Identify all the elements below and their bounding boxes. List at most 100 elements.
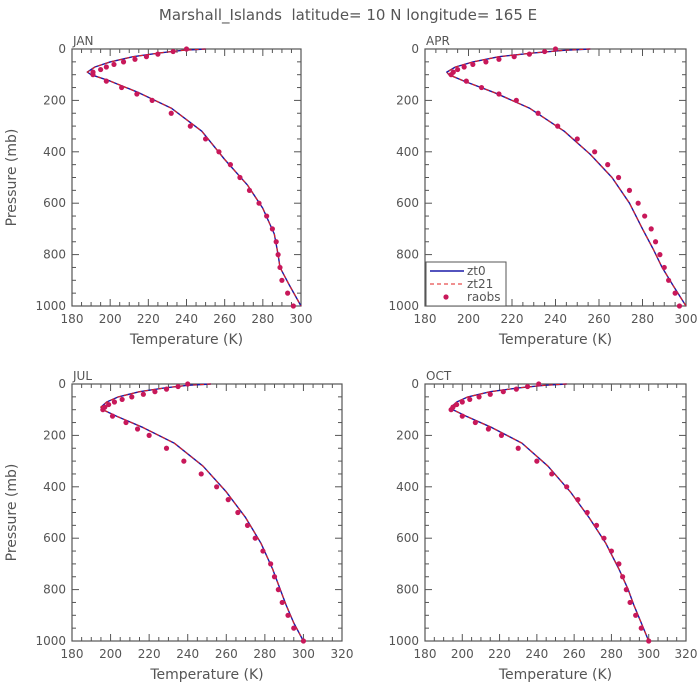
y-tick-label: 800: [396, 583, 419, 597]
raobs-point: [119, 396, 125, 403]
raobs-point: [187, 123, 193, 129]
y-axis-label: Pressure (mb): [4, 464, 20, 562]
zt21-line: [450, 383, 650, 642]
raobs-point: [277, 264, 283, 271]
y-tick-label: 600: [43, 531, 66, 545]
raobs-point: [498, 432, 505, 438]
raobs-point: [513, 386, 519, 392]
raobs-point: [524, 383, 531, 390]
raobs-point: [202, 136, 209, 142]
panel-label: OCT: [426, 369, 452, 383]
y-tick-label: 0: [58, 377, 66, 391]
raobs-point: [601, 535, 607, 541]
raobs-point: [564, 484, 570, 490]
y-tick-label: 0: [58, 42, 66, 56]
raobs-point: [185, 381, 191, 387]
x-tick-label: 180: [414, 312, 437, 326]
raobs-point: [100, 407, 106, 413]
raobs-point: [496, 91, 502, 97]
zt0-line: [450, 383, 650, 642]
raobs-point: [134, 426, 141, 432]
raobs-point: [163, 445, 170, 451]
x-tick-label: 260: [215, 647, 238, 661]
panel-jan: 180 200 220 240 260 280 300 0 200 400 600 800 1000 JA…: [4, 34, 312, 348]
raobs-point: [214, 484, 220, 490]
x-tick-label: 240: [175, 312, 198, 326]
raobs-point: [459, 399, 465, 405]
raobs-point: [146, 432, 152, 438]
raobs-point: [448, 72, 454, 78]
x-tick-label: 240: [525, 647, 548, 661]
raobs-point: [626, 187, 633, 193]
raobs-point: [657, 252, 663, 258]
y-tick-label: 800: [43, 248, 66, 262]
raobs-point: [592, 149, 598, 155]
x-tick-label: 280: [600, 647, 623, 661]
raobs-point: [620, 574, 626, 580]
zt21-line: [86, 48, 302, 307]
plot-frame: [71, 48, 302, 307]
x-tick-label: 280: [631, 312, 654, 326]
raobs-point: [476, 394, 482, 400]
x-tick-label: 180: [414, 647, 437, 661]
x-axis-label: Temperature (K): [498, 332, 612, 348]
x-tick-label: 240: [176, 647, 199, 661]
raobs-point: [478, 84, 485, 91]
raobs-point: [103, 78, 109, 84]
raobs-point: [652, 239, 659, 245]
raobs-point: [163, 386, 170, 392]
raobs-point: [168, 110, 174, 116]
y-tick-label: 1000: [35, 299, 66, 313]
raobs-point: [574, 136, 580, 142]
x-tick-label: 200: [457, 312, 480, 326]
raobs-point: [149, 97, 155, 103]
raobs-point: [252, 535, 258, 541]
y-tick-label: 0: [411, 377, 419, 391]
raobs-point: [648, 226, 654, 232]
raobs-point: [285, 290, 291, 296]
raobs-point: [291, 625, 297, 631]
raobs-point: [500, 389, 506, 395]
raobs-point: [103, 64, 109, 70]
raobs-point: [661, 264, 667, 271]
raobs-point: [593, 522, 600, 528]
x-tick-label: 300: [290, 312, 313, 326]
y-axis-label: Pressure (mb): [4, 129, 20, 227]
y-tick-label: 600: [396, 196, 419, 210]
raobs-point: [666, 277, 672, 283]
raobs-point: [279, 599, 285, 606]
legend-label-raobs: raobs: [467, 290, 501, 304]
raobs-point: [129, 394, 135, 400]
y-tick-label: 400: [43, 480, 66, 494]
raobs-point: [271, 574, 278, 580]
zt21-line: [446, 48, 687, 307]
panel-label: JUL: [72, 369, 92, 383]
y-tick-label: 800: [396, 248, 419, 262]
raobs-point: [140, 391, 146, 397]
raobs-point: [111, 61, 117, 68]
raobs-point: [98, 66, 104, 73]
x-tick-label: 320: [675, 647, 698, 661]
raobs-point: [246, 187, 253, 193]
panel-label: JAN: [72, 34, 94, 48]
raobs-point: [132, 56, 138, 62]
raobs-point: [635, 200, 641, 206]
raobs-point: [459, 413, 465, 419]
raobs-point: [608, 548, 615, 554]
y-tick-label: 0: [411, 42, 419, 56]
x-axis-label: Temperature (K): [129, 332, 243, 348]
x-tick-label: 300: [292, 647, 315, 661]
raobs-point: [616, 561, 622, 567]
x-tick-label: 300: [675, 312, 698, 326]
y-tick-label: 1000: [388, 634, 419, 648]
raobs-point: [123, 419, 129, 426]
raobs-point: [496, 56, 502, 62]
x-tick-label: 220: [137, 312, 160, 326]
x-tick-label: 260: [563, 647, 586, 661]
raobs-point: [633, 612, 639, 618]
x-tick-label: 180: [61, 647, 84, 661]
raobs-point: [575, 497, 581, 503]
x-tick-label: 220: [488, 647, 511, 661]
x-tick-label: 200: [451, 647, 474, 661]
